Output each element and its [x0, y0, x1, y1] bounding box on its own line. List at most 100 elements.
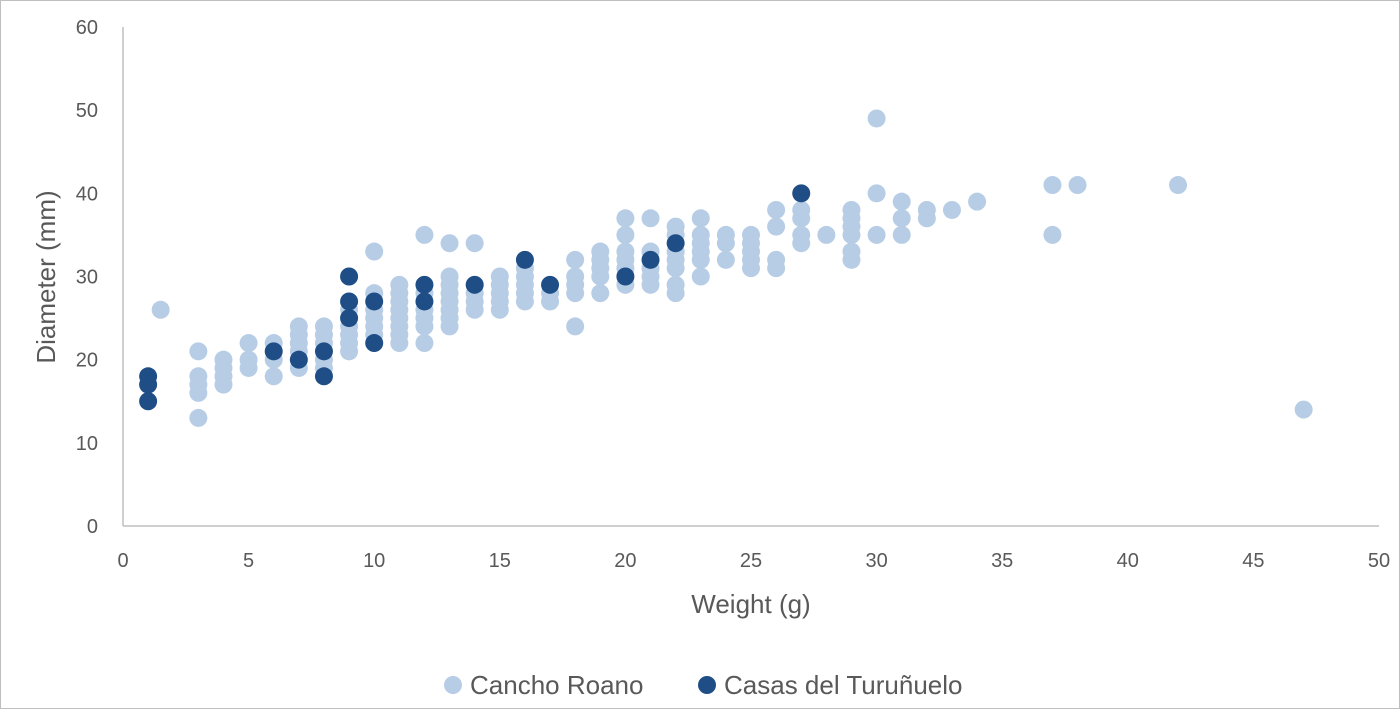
data-point	[1043, 176, 1062, 195]
data-point	[189, 383, 208, 402]
legend-item-2: Casas del Turuñuelo	[698, 670, 962, 700]
data-point	[892, 192, 911, 211]
y-tick-label: 60	[76, 17, 98, 39]
data-point	[365, 242, 384, 261]
data-point	[591, 284, 610, 303]
legend-label: Casas del Turuñuelo	[724, 670, 962, 700]
data-point	[842, 250, 861, 269]
series-1	[151, 109, 1313, 427]
data-point	[641, 250, 660, 269]
data-point	[189, 408, 208, 427]
x-tick-labels: 0 5 10 15 20 25 30 35 40 45 50	[117, 550, 1390, 572]
data-point	[214, 375, 233, 394]
data-point	[189, 342, 208, 361]
data-point	[691, 209, 710, 228]
x-tick-label: 25	[740, 550, 762, 572]
data-point	[139, 392, 158, 411]
data-point	[264, 367, 283, 386]
data-point	[666, 234, 685, 253]
data-point	[942, 200, 961, 219]
x-tick-label: 45	[1242, 550, 1264, 572]
data-point	[792, 209, 811, 228]
legend-item-1: Cancho Roano	[444, 670, 643, 700]
x-tick-label: 0	[117, 550, 128, 572]
data-point	[239, 334, 258, 353]
data-point	[842, 225, 861, 244]
legend: Cancho Roano Casas del Turuñuelo	[444, 670, 962, 700]
legend-marker	[444, 676, 462, 694]
data-point	[151, 300, 170, 319]
data-point	[440, 234, 459, 253]
data-point	[289, 350, 308, 369]
data-point	[465, 275, 484, 294]
data-point	[239, 358, 258, 377]
data-point	[616, 225, 635, 244]
data-point	[515, 292, 534, 311]
data-point	[867, 109, 886, 128]
axes	[122, 27, 1379, 527]
data-point	[742, 259, 760, 278]
data-point	[666, 259, 685, 278]
data-point	[139, 375, 158, 394]
data-point	[314, 342, 333, 361]
data-point	[716, 234, 735, 253]
data-point	[641, 275, 660, 294]
data-point	[1294, 400, 1313, 419]
x-axis-title: Weight (g)	[691, 589, 810, 619]
data-point	[515, 250, 534, 269]
x-tick-label: 30	[865, 550, 887, 572]
data-point	[767, 259, 786, 278]
data-point	[867, 184, 886, 203]
data-point	[1043, 225, 1062, 244]
data-point	[917, 209, 936, 228]
data-point	[541, 275, 560, 294]
data-point	[264, 342, 283, 361]
data-point	[892, 225, 911, 244]
data-point	[415, 292, 434, 311]
data-point	[314, 367, 333, 386]
y-tick-label: 30	[76, 267, 98, 289]
data-point	[340, 292, 359, 311]
data-point	[566, 250, 585, 269]
x-tick-label: 5	[243, 550, 254, 572]
y-tick-label: 10	[76, 433, 98, 455]
x-tick-label: 50	[1368, 550, 1390, 572]
x-tick-label: 10	[363, 550, 385, 572]
y-tick-label: 40	[76, 183, 98, 205]
data-point	[616, 267, 635, 286]
data-point	[340, 267, 359, 286]
x-tick-label: 15	[489, 550, 511, 572]
data-point	[691, 267, 710, 286]
data-point	[541, 292, 560, 311]
data-point	[591, 267, 610, 286]
data-point	[817, 225, 836, 244]
data-point	[415, 317, 434, 336]
y-tick-label: 0	[87, 516, 98, 538]
data-point	[465, 234, 484, 253]
y-tick-label: 20	[76, 350, 98, 372]
data-point	[792, 234, 811, 253]
data-point	[465, 300, 484, 319]
data-point	[892, 209, 911, 228]
data-point	[666, 284, 685, 303]
x-tick-label: 35	[991, 550, 1013, 572]
y-axis-title: Diameter (mm)	[31, 190, 61, 363]
data-point	[566, 317, 585, 336]
data-point	[691, 250, 710, 269]
data-point	[1169, 176, 1188, 195]
data-point	[716, 250, 735, 269]
legend-label: Cancho Roano	[470, 670, 643, 700]
data-point	[490, 300, 509, 319]
x-tick-label: 40	[1117, 550, 1139, 572]
data-point	[641, 209, 660, 228]
legend-marker	[698, 676, 716, 694]
y-tick-label: 50	[76, 100, 98, 122]
data-point	[340, 309, 359, 328]
data-point	[792, 184, 811, 203]
data-points	[139, 109, 1313, 427]
data-point	[415, 275, 434, 294]
data-point	[867, 225, 886, 244]
data-point	[365, 334, 384, 353]
x-tick-label: 20	[614, 550, 636, 572]
